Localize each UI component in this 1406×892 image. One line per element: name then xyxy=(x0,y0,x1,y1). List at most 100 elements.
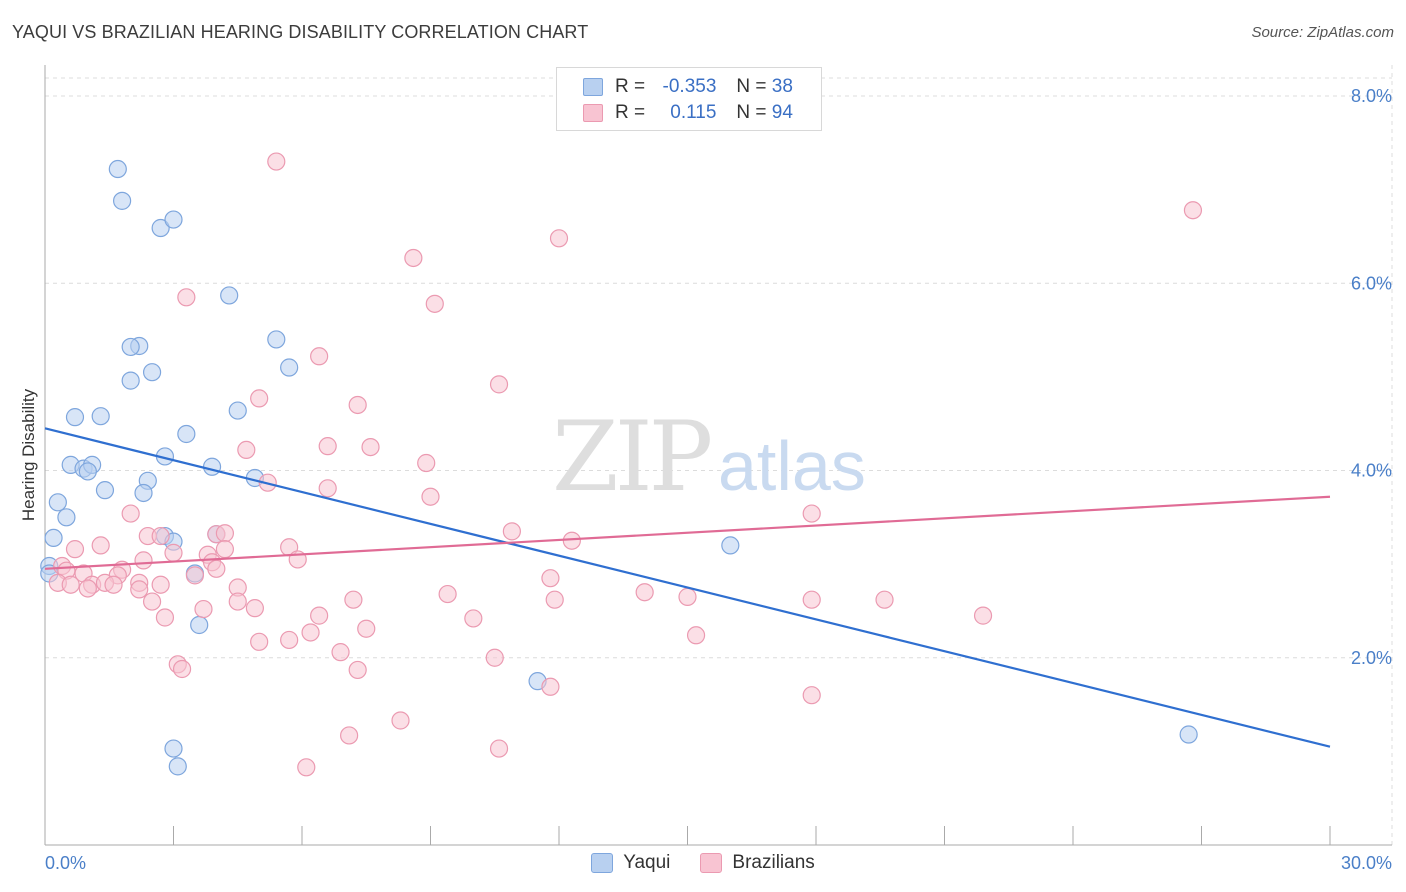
yaqui-point[interactable] xyxy=(108,159,127,179)
brazilian-point[interactable] xyxy=(237,440,256,460)
axis-labels: 2.0% 4.0% 6.0% 8.0% 0.0% 30.0% Hearing Disabil… xyxy=(19,86,1392,873)
brazilian-point[interactable] xyxy=(485,648,504,667)
brazilian-point[interactable] xyxy=(61,575,80,594)
chart-title: YAQUI VS BRAZILIAN HEARING DISABILITY CO… xyxy=(12,22,589,42)
brazilian-point[interactable] xyxy=(151,575,170,594)
yaqui-point[interactable] xyxy=(91,407,110,426)
brazilian-point[interactable] xyxy=(973,606,993,625)
yaqui-point[interactable] xyxy=(121,337,140,357)
yaqui-point[interactable] xyxy=(220,286,239,305)
brazilian-point[interactable] xyxy=(130,580,149,599)
yaqui-point[interactable] xyxy=(65,408,85,427)
brazilian-point[interactable] xyxy=(438,584,457,604)
brazilian-point[interactable] xyxy=(331,643,350,662)
brazilian-point[interactable] xyxy=(348,395,367,415)
brazilian-point[interactable] xyxy=(318,437,337,456)
yaqui-point[interactable] xyxy=(190,615,209,635)
brazilian-point[interactable] xyxy=(421,487,440,506)
yaqui-point[interactable] xyxy=(44,528,63,548)
brazilian-point[interactable] xyxy=(104,575,123,594)
brazilian-point[interactable] xyxy=(121,504,140,523)
brazilian-point[interactable] xyxy=(545,590,564,609)
brazilian-point[interactable] xyxy=(549,229,569,248)
brazilian-point[interactable] xyxy=(1183,201,1203,220)
brazilian-point[interactable] xyxy=(91,536,110,555)
yaqui-point[interactable] xyxy=(95,481,115,500)
brazilian-point[interactable] xyxy=(215,524,234,543)
brazilian-point[interactable] xyxy=(267,152,286,171)
brazilian-point[interactable] xyxy=(875,590,894,609)
brazilian-point[interactable] xyxy=(344,590,363,609)
yaqui-point[interactable] xyxy=(164,739,183,758)
brazilian-point[interactable] xyxy=(686,626,706,645)
x-tick-label-max: 30.0% xyxy=(1341,853,1392,873)
grid-lines xyxy=(45,65,1393,845)
yaqui-point[interactable] xyxy=(142,363,162,382)
brazilian-point[interactable] xyxy=(562,531,581,550)
yaqui-point[interactable] xyxy=(228,401,247,420)
yaqui-point[interactable] xyxy=(57,508,76,527)
yaqui-point[interactable] xyxy=(112,191,132,210)
yaqui-point[interactable] xyxy=(721,536,740,555)
yaqui-point[interactable] xyxy=(177,424,196,444)
brazilian-point[interactable] xyxy=(802,504,821,523)
brazilian-point[interactable] xyxy=(404,248,423,268)
brazilian-point[interactable] xyxy=(489,739,509,758)
brazilian-point[interactable] xyxy=(348,660,367,680)
series-legend-yaqui[interactable]: Yaqui xyxy=(591,852,670,874)
brazilian-point[interactable] xyxy=(802,686,821,705)
brazilian-point[interactable] xyxy=(297,758,316,777)
brazilian-point[interactable] xyxy=(215,540,234,559)
brazilian-point[interactable] xyxy=(489,375,509,394)
brazilian-point[interactable] xyxy=(541,569,560,588)
brazilian-point[interactable] xyxy=(207,559,226,578)
brazilian-point[interactable] xyxy=(318,479,337,498)
legend-swatch-brazilians xyxy=(583,104,603,122)
brazilian-point[interactable] xyxy=(541,677,560,696)
brazilian-point[interactable] xyxy=(250,632,269,651)
brazilian-point[interactable] xyxy=(78,579,97,598)
brazilian-point[interactable] xyxy=(310,347,329,366)
brazilian-point[interactable] xyxy=(391,711,410,730)
brazilian-point[interactable] xyxy=(678,587,697,606)
brazilian-point[interactable] xyxy=(301,623,320,642)
yaqui-point[interactable] xyxy=(134,483,153,503)
brazilian-point[interactable] xyxy=(802,590,821,609)
brazilian-point[interactable] xyxy=(185,566,205,585)
brazilian-point[interactable] xyxy=(502,522,521,541)
brazilian-point[interactable] xyxy=(228,592,247,611)
yaqui-point[interactable] xyxy=(48,493,67,512)
yaqui-point[interactable] xyxy=(202,457,222,476)
brazilian-point[interactable] xyxy=(250,389,269,408)
brazilian-point[interactable] xyxy=(164,543,183,562)
yaqui-point[interactable] xyxy=(78,462,97,481)
yaqui-point[interactable] xyxy=(1179,725,1198,744)
yaqui-point[interactable] xyxy=(267,330,286,349)
yaqui-point[interactable] xyxy=(168,757,187,776)
brazilian-point[interactable] xyxy=(417,453,436,473)
brazilian-point[interactable] xyxy=(245,599,264,618)
series-legend-brazilians[interactable]: Brazilians xyxy=(700,852,815,874)
yaqui-point[interactable] xyxy=(280,358,299,377)
yaqui-point[interactable] xyxy=(121,371,140,390)
brazilian-point[interactable] xyxy=(134,551,153,570)
brazilian-point[interactable] xyxy=(65,540,85,559)
brazilian-point[interactable] xyxy=(177,288,196,307)
brazilian-point[interactable] xyxy=(357,619,376,638)
brazilian-point[interactable] xyxy=(340,726,359,745)
brazilian-point[interactable] xyxy=(635,583,654,602)
brazilian-point[interactable] xyxy=(172,659,192,679)
watermark-atlas: atlas xyxy=(718,427,866,505)
brazilian-point[interactable] xyxy=(464,609,483,628)
brazilian-point[interactable] xyxy=(142,592,162,611)
brazilian-point[interactable] xyxy=(194,599,213,619)
yaqui-point[interactable] xyxy=(164,210,183,229)
brazilian-point[interactable] xyxy=(155,608,175,627)
brazilian-point[interactable] xyxy=(280,630,299,650)
brazilian-point[interactable] xyxy=(361,437,380,457)
brazilian-point[interactable] xyxy=(425,294,444,313)
y-tick-label: 2.0% xyxy=(1351,648,1392,668)
brazilian-point[interactable] xyxy=(310,606,329,625)
yaqui-point[interactable] xyxy=(151,218,170,238)
brazilian-point[interactable] xyxy=(151,526,170,546)
